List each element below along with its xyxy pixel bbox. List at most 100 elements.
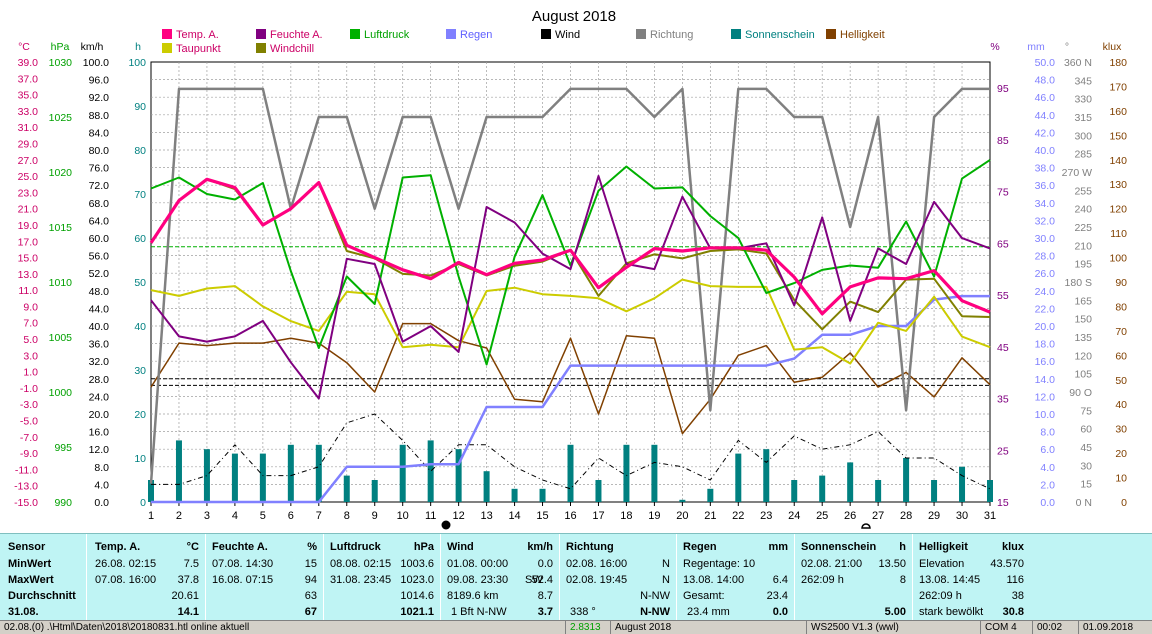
wind-axis-unit: km/h	[81, 41, 104, 53]
hum-axis-tick: 25	[997, 445, 1009, 457]
wind-axis-tick: 88.0	[89, 110, 110, 122]
sunshine-bar	[148, 480, 154, 502]
rain-axis-tick: 20.0	[1035, 321, 1056, 333]
x-tick-label: 23	[760, 510, 772, 522]
summary-direction: Richtung 02.08. 16:00 N 02.08. 19:45 N N…	[560, 534, 677, 620]
legend-label-wind: Wind	[555, 29, 580, 41]
rain-header: Regen	[683, 541, 717, 553]
sun-header: Sonnenschein	[801, 541, 877, 553]
legend-swatch-windchill	[256, 43, 266, 53]
sun-max-value: 8	[899, 574, 906, 586]
x-tick-label: 15	[536, 510, 548, 522]
wind-axis-tick: 68.0	[89, 198, 110, 210]
rain-axis-tick: 12.0	[1035, 391, 1056, 403]
sun-axis-tick: 100	[128, 57, 146, 69]
sunshine-bar	[567, 444, 574, 502]
wind-distance: 8189.6 km	[447, 590, 499, 602]
status-date: 01.09.2018	[1078, 621, 1152, 634]
rain-axis-tick: 40.0	[1035, 145, 1056, 157]
temp-axis-tick: 19.0	[18, 220, 39, 232]
rain-axis-tick: 2.0	[1040, 479, 1055, 491]
x-tick-label: 28	[900, 510, 912, 522]
lux-axis-tick: 0	[1121, 497, 1127, 509]
wind-axis-tick: 28.0	[89, 374, 110, 386]
rain-axis-tick: 8.0	[1040, 427, 1055, 439]
legend-swatch-wind	[541, 29, 551, 39]
rain-axis-tick: 10.0	[1035, 409, 1056, 421]
x-tick-label: 8	[344, 510, 350, 522]
temp-axis-tick: 27.0	[18, 155, 39, 167]
press-axis-tick: 1030	[49, 57, 73, 69]
wind-axis-tick: 64.0	[89, 215, 110, 227]
temp-avg: 20.61	[171, 590, 199, 602]
dir-axis-tick: 300	[1074, 130, 1092, 142]
sunshine-bar	[175, 440, 182, 502]
dir-axis-tick: 135	[1074, 332, 1092, 344]
legend-label-regen: Regen	[460, 29, 492, 41]
wind-axis-tick: 44.0	[89, 303, 110, 315]
lux-axis-tick: 180	[1109, 57, 1127, 69]
cursor-marker-icon[interactable]	[441, 520, 451, 530]
x-tick-label: 6	[288, 510, 294, 522]
lux-axis-tick: 110	[1110, 228, 1127, 240]
rain-axis-tick: 36.0	[1035, 180, 1056, 192]
temp-unit: °C	[186, 541, 199, 553]
lux-hours-label: 262:09 h	[919, 590, 962, 602]
temp-a-line	[149, 177, 991, 316]
press-current: 1021.1	[400, 606, 434, 618]
scroll-markers	[441, 520, 871, 530]
rain-axis-tick: 4.0	[1040, 462, 1055, 474]
sun-axis-tick: 10	[134, 453, 146, 465]
lux-axis-tick: 80	[1115, 301, 1127, 313]
wind-axis-tick: 12.0	[89, 444, 110, 456]
sunshine-bar	[847, 462, 854, 502]
lux-axis-tick: 150	[1109, 130, 1127, 142]
sunshine-bar	[819, 475, 826, 502]
hum-min-time: 07.08. 14:30	[212, 558, 274, 570]
lux-axis-tick: 40	[1115, 399, 1127, 411]
temp-axis-tick: 17.0	[18, 236, 39, 248]
hum-axis-tick: 65	[997, 238, 1009, 250]
status-value: 2.8313	[565, 621, 610, 634]
minwert-label: MinWert	[8, 558, 52, 570]
x-tick-label: 14	[508, 510, 520, 522]
wind-max-value: 52.4	[531, 574, 553, 586]
dir-current-deg: 338 °	[570, 606, 596, 618]
sunshine-bar	[651, 444, 658, 502]
x-tick-label: 2	[176, 510, 182, 522]
legend-label-taupunkt: Taupunkt	[176, 43, 221, 55]
temp-axis-tick: 15.0	[18, 253, 39, 265]
day-marker-icon[interactable]	[861, 523, 871, 529]
sun-axis-tick: 30	[134, 365, 146, 377]
press-header: Luftdruck	[330, 541, 381, 553]
dir-axis-tick: 60	[1080, 424, 1092, 436]
legend-swatch-regen	[446, 29, 456, 39]
dir-avg: N-NW	[640, 590, 670, 602]
press-unit: hPa	[413, 541, 434, 553]
x-tick-label: 29	[928, 510, 940, 522]
x-tick-label: 7	[316, 510, 322, 522]
temp-axis-tick: 25.0	[18, 171, 39, 183]
summary-temp: Temp. A. °C 26.08. 02:15 7.5 07.08. 16:0…	[87, 534, 206, 620]
sun-axis-tick: 50	[134, 277, 146, 289]
dir-axis-tick: 345	[1074, 75, 1092, 87]
hum-axis-tick: 45	[997, 342, 1009, 354]
temp-axis-tick: 33.0	[18, 106, 39, 118]
dir-max-time: 02.08. 19:45	[566, 574, 628, 586]
wind-min-value: 0.0	[537, 558, 553, 570]
sunshine-bar	[595, 480, 602, 502]
lux-axis-tick: 10	[1115, 473, 1127, 485]
hum-current: 67	[304, 606, 317, 618]
sunshine-bar	[623, 444, 630, 502]
wind-unit: km/h	[527, 541, 553, 553]
sunshine-bar	[791, 480, 798, 502]
status-month: August 2018	[610, 621, 805, 634]
sunshine-bar	[903, 458, 910, 502]
lux-axis-tick: 100	[1109, 253, 1127, 265]
temp-min-time: 26.08. 02:15	[95, 558, 157, 570]
dir-current: N-NW	[640, 606, 670, 618]
rain-axis-tick: 26.0	[1035, 268, 1056, 280]
summary-brightness: Helligkeit klux Elevation 43.570 13.08. …	[913, 534, 1030, 620]
temp-axis-tick: -3.0	[20, 399, 38, 411]
rain-axis-tick: 46.0	[1035, 92, 1056, 104]
